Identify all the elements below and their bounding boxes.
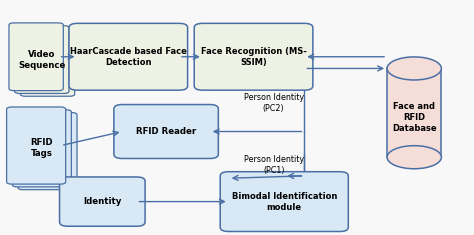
Text: Bimodal Identification
module: Bimodal Identification module [232,192,337,212]
FancyBboxPatch shape [12,110,72,187]
FancyBboxPatch shape [9,23,64,91]
Text: Person Identity
(PC1): Person Identity (PC1) [244,155,304,175]
Text: RFID Reader: RFID Reader [136,127,196,136]
Text: Face and
RFID
Database: Face and RFID Database [392,102,437,133]
Bar [387,68,441,157]
Text: RFID
Tags: RFID Tags [30,138,53,158]
FancyBboxPatch shape [60,177,145,226]
Text: Identity: Identity [83,197,121,206]
Ellipse shape [387,57,441,80]
FancyBboxPatch shape [20,28,75,96]
FancyBboxPatch shape [15,26,69,94]
Text: Person Identity
(PC2): Person Identity (PC2) [244,93,304,113]
Text: Video
Sequence: Video Sequence [18,50,65,70]
Ellipse shape [387,146,441,169]
FancyBboxPatch shape [220,172,348,231]
FancyBboxPatch shape [7,107,66,184]
FancyBboxPatch shape [18,113,77,190]
FancyBboxPatch shape [194,23,313,90]
Text: Face Recognition (MS-
SSIM): Face Recognition (MS- SSIM) [201,47,307,67]
Text: HaarCascade based Face
Detection: HaarCascade based Face Detection [70,47,187,67]
FancyBboxPatch shape [69,23,188,90]
FancyBboxPatch shape [114,105,219,158]
